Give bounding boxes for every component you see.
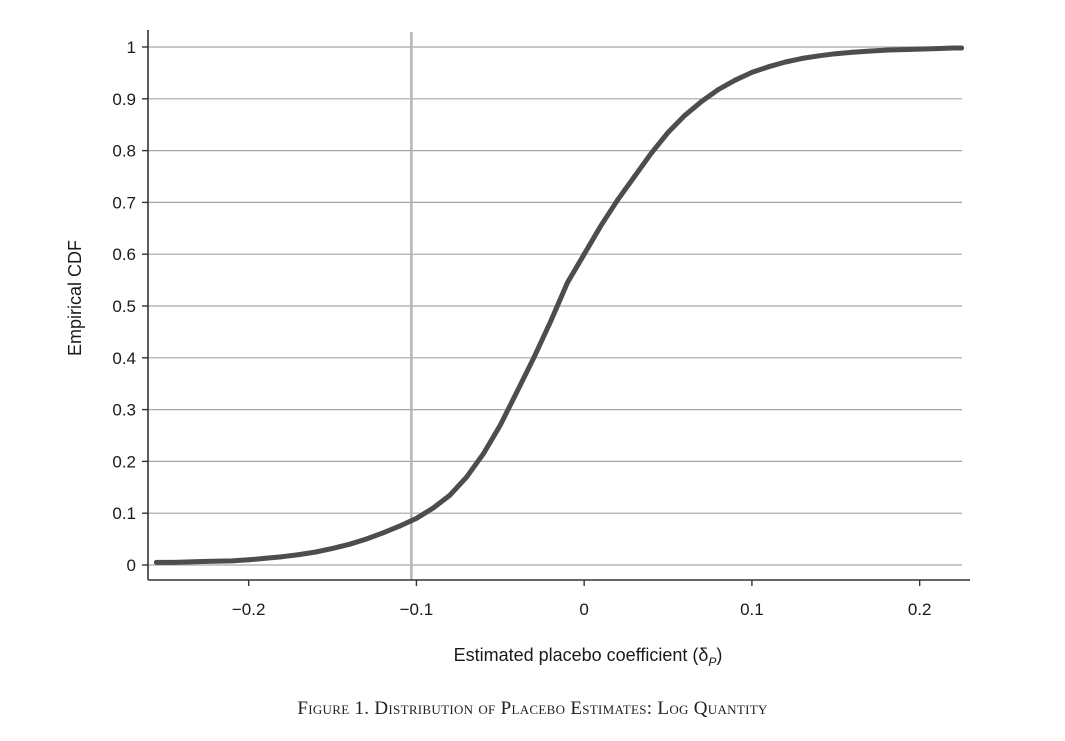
series-line-0: [153, 45, 965, 565]
data-point: [850, 49, 855, 55]
data-point: [615, 197, 621, 203]
data-point: [430, 505, 436, 511]
y-axis-label: Empirical CDF: [65, 240, 85, 356]
data-point: [414, 515, 419, 521]
data-point: [833, 51, 839, 57]
data-point: [187, 559, 193, 565]
data-point: [934, 46, 939, 51]
data-point: [699, 98, 704, 104]
x-tick-label: −0.2: [232, 600, 266, 619]
data-point: [263, 555, 268, 561]
data-point: [799, 55, 805, 61]
x-tick-label: 0.1: [740, 600, 764, 619]
data-point: [170, 560, 176, 565]
y-tick-label: 0.2: [112, 452, 136, 471]
data-point: [732, 77, 738, 83]
axes: [147, 30, 970, 581]
y-tick-label: 1: [127, 38, 136, 57]
data-point: [447, 492, 453, 498]
data-point: [749, 69, 755, 75]
data-point: [648, 150, 654, 156]
x-axis-ticks: −0.2 −0.1 0 0.1 0.2: [232, 580, 932, 619]
data-point: [950, 45, 956, 51]
data-point: [380, 530, 386, 536]
x-axis-label: Estimated placebo coefficient (δP): [454, 645, 723, 669]
data-point: [548, 319, 554, 324]
y-tick-label: 0.1: [112, 504, 136, 523]
data-point: [883, 47, 889, 53]
figure-caption: Figure 1. Distribution of Placebo Estima…: [297, 698, 768, 719]
data-point: [204, 558, 210, 564]
x-tick-label: 0.2: [908, 600, 932, 619]
y-tick-label: 0.7: [112, 193, 136, 212]
data-point: [682, 112, 688, 118]
data-point: [816, 53, 822, 59]
data-point: [464, 474, 470, 480]
data-point: [598, 223, 604, 229]
x-tick-label: −0.1: [400, 600, 434, 619]
x-tick-label: 0: [579, 600, 588, 619]
data-point: [313, 549, 319, 555]
data-point: [397, 523, 403, 529]
data-point: [153, 560, 159, 565]
y-tick-label: 0.6: [112, 245, 136, 264]
data-point: [514, 389, 520, 394]
data-point: [330, 546, 335, 551]
data-point: [900, 47, 906, 52]
data-point: [296, 552, 302, 558]
data-point: [481, 451, 486, 457]
data-point: [246, 557, 252, 563]
data-point: [866, 48, 872, 54]
data-point: [497, 422, 503, 428]
y-tick-label: 0: [127, 556, 136, 575]
data-point: [346, 541, 352, 547]
y-axis-ticks: 0 0.1 0.2 0.3 0.4 0.5 0.6 0.7 0.8 0.9 1: [112, 38, 148, 575]
data-point: [564, 280, 570, 286]
data-point: [783, 59, 788, 65]
data-point: [632, 174, 637, 179]
data-point: [581, 251, 587, 257]
y-tick-label: 0.9: [112, 90, 136, 109]
data-point: [279, 554, 285, 560]
data-point: [665, 130, 671, 135]
y-tick-label: 0.8: [112, 142, 136, 161]
data-point: [959, 45, 965, 51]
data-point: [531, 355, 537, 361]
data-point: [363, 536, 369, 542]
series-layer: [153, 45, 965, 565]
data-point: [917, 46, 923, 52]
y-tick-label: 0.4: [112, 349, 136, 368]
data-point: [766, 64, 772, 70]
y-tick-label: 0.3: [112, 401, 136, 420]
cdf-chart: −0.2 −0.1 0 0.1 0.2 0 0.1 0.2 0.3 0.4 0.5 0.6 0.7 0.…: [65, 30, 970, 669]
data-point: [715, 87, 721, 92]
data-point: [229, 558, 235, 564]
y-tick-label: 0.5: [112, 297, 136, 316]
